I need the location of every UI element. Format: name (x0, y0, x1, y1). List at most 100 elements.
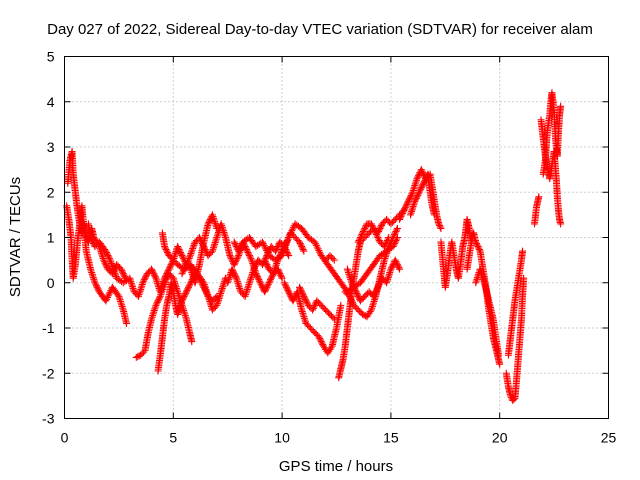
data-point (161, 243, 169, 251)
data-point (279, 246, 287, 254)
data-point (153, 298, 161, 306)
data-point (285, 234, 293, 241)
data-point (265, 279, 273, 287)
data-point (230, 261, 238, 269)
data-point (348, 298, 356, 306)
data-point (185, 282, 193, 290)
data-point (400, 206, 408, 214)
tick-labels: 0 5 10 15 20 25 -3 -2 -1 0 1 2 3 4 5 (42, 49, 616, 446)
data-point (247, 255, 255, 263)
data-point (366, 308, 374, 316)
data-point (100, 256, 108, 264)
data-point (227, 253, 235, 261)
data-point (266, 277, 274, 285)
data-point (298, 244, 306, 252)
data-point (303, 321, 311, 329)
data-point (149, 268, 157, 276)
data-point (475, 246, 483, 254)
data-point (251, 264, 259, 272)
data-point (251, 262, 259, 270)
data-point (372, 286, 380, 294)
data-point (256, 279, 264, 287)
data-point (261, 256, 269, 264)
data-point (375, 282, 383, 290)
data-point (102, 247, 110, 255)
data-point (155, 295, 163, 303)
data-point (319, 303, 327, 311)
data-point (119, 270, 127, 278)
data-point (411, 197, 419, 205)
data-point (267, 243, 275, 251)
data-point (350, 283, 358, 291)
data-point (165, 270, 173, 278)
data-point (380, 243, 388, 251)
data-point (418, 167, 426, 175)
data-point (283, 237, 291, 245)
data-point (393, 261, 401, 269)
data-point (399, 208, 407, 216)
data-point (365, 288, 373, 296)
data-point (402, 202, 410, 210)
data-point (288, 230, 296, 238)
data-point (140, 348, 148, 356)
data-point (282, 240, 290, 248)
data-point (100, 258, 108, 266)
data-point (253, 273, 261, 281)
data-point (230, 270, 238, 278)
data-point (330, 256, 338, 264)
data-point (183, 260, 191, 268)
data-point (186, 280, 194, 288)
data-point (315, 247, 323, 255)
data-point (419, 169, 427, 177)
data-point (187, 277, 195, 285)
data-point (374, 283, 382, 291)
data-point (277, 273, 285, 281)
data-point (282, 282, 290, 290)
data-point (161, 244, 169, 252)
data-point (208, 306, 216, 314)
y-tick-label: 3 (47, 139, 55, 155)
data-point (186, 253, 194, 261)
data-point (337, 301, 345, 309)
data-point (262, 259, 270, 267)
data-point (291, 234, 299, 241)
data-point (408, 190, 416, 198)
data-point (313, 243, 321, 251)
data-point (393, 224, 401, 232)
data-point (300, 292, 308, 300)
data-point (237, 241, 245, 249)
data-point (119, 268, 127, 276)
data-point (255, 276, 263, 284)
data-point (143, 270, 151, 278)
data-point (245, 252, 253, 260)
data-point (280, 243, 288, 251)
data-point (166, 271, 174, 279)
data-point (378, 220, 386, 228)
data-point (148, 265, 156, 273)
data-point (185, 256, 193, 264)
data-point (350, 301, 358, 309)
data-point (325, 309, 333, 317)
data-point (154, 297, 162, 305)
x-tick-label: 5 (169, 430, 177, 446)
data-point (178, 270, 186, 278)
data-point (142, 273, 150, 281)
data-point (109, 264, 117, 272)
y-tick-label: 2 (47, 184, 55, 200)
data-point (381, 241, 389, 249)
y-tick-label: -3 (42, 411, 55, 427)
data-point (189, 243, 197, 251)
data-point (396, 215, 404, 223)
data-point (387, 265, 395, 273)
data-point (356, 235, 364, 243)
data-point (272, 247, 280, 255)
data-point (120, 271, 128, 279)
data-point (417, 185, 425, 193)
data-point (327, 344, 335, 352)
data-point (285, 252, 293, 260)
data-point (348, 297, 356, 305)
data-point (256, 277, 264, 285)
data-point (290, 295, 298, 303)
data-point (376, 238, 384, 246)
data-point (180, 292, 188, 300)
